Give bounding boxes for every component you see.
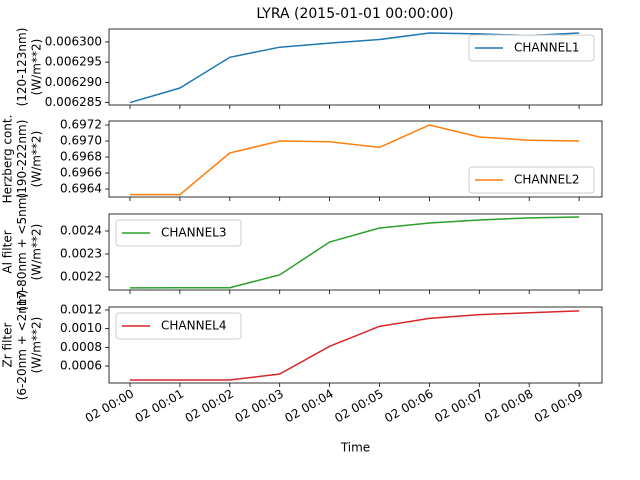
y-tick-label: 0.0006 xyxy=(60,359,102,373)
y-tick-label: 0.006300 xyxy=(45,34,102,48)
y-tick-label: 0.6970 xyxy=(60,134,102,148)
x-axis-label: Time xyxy=(340,441,370,455)
y-axis-label: (W/m**2) xyxy=(30,317,44,374)
x-tick-label: 02 00:06 xyxy=(382,387,435,426)
x-tick-label: 02 00:09 xyxy=(532,387,585,426)
x-tick-label: 02 00:04 xyxy=(282,387,335,426)
legend-label: CHANNEL1 xyxy=(514,41,579,55)
x-tick-label: 02 00:08 xyxy=(482,387,535,426)
y-axis-label: (120-123nm) xyxy=(15,28,29,107)
y-tick-label: 0.6968 xyxy=(60,150,102,164)
x-tick-label: 02 00:05 xyxy=(332,387,385,426)
y-tick-label: 0.6966 xyxy=(60,166,102,180)
y-axis-label: Herzberg cont. xyxy=(1,115,15,204)
y-tick-label: 0.6972 xyxy=(60,118,102,132)
x-tick-label: 02 00:00 xyxy=(83,387,136,426)
data-line xyxy=(130,124,580,196)
data-line xyxy=(129,216,580,289)
y-tick-label: 0.006290 xyxy=(45,75,102,89)
data-line xyxy=(130,310,580,381)
axes-frame xyxy=(108,306,603,384)
legend-label: CHANNEL4 xyxy=(161,319,226,333)
y-tick-label: 0.0010 xyxy=(60,321,102,335)
y-axis-label: (W/m**2) xyxy=(30,224,44,281)
y-tick-label: 0.6964 xyxy=(60,182,102,196)
legend-box xyxy=(468,166,595,194)
y-tick-label: 0.0024 xyxy=(60,223,102,237)
legend-box xyxy=(468,34,595,62)
y-axis-label: Al filter xyxy=(1,230,15,273)
y-axis-label: (W/m**2) xyxy=(30,39,44,96)
axes-frame xyxy=(108,213,603,291)
x-tick-label: 02 00:01 xyxy=(133,387,186,426)
y-axis-label: (6-20nm + <2nm) xyxy=(15,290,29,401)
y-axis-label: (17-80nm + <5nm) xyxy=(15,193,29,311)
y-axis-label: Zr filter xyxy=(1,322,15,367)
legend-label: CHANNEL2 xyxy=(514,173,579,187)
y-axis-label: (190-222nm) xyxy=(15,120,29,199)
axes-frame xyxy=(108,28,603,106)
y-axis-label: (W/m**2) xyxy=(30,131,44,188)
legend-label: CHANNEL3 xyxy=(161,226,226,240)
y-tick-label: 0.0023 xyxy=(60,246,102,260)
y-tick-label: 0.0022 xyxy=(60,269,102,283)
x-tick-label: 02 00:03 xyxy=(232,387,285,426)
y-tick-label: 0.006285 xyxy=(45,95,102,109)
legend-box xyxy=(115,219,242,247)
y-tick-label: 0.0008 xyxy=(60,340,102,354)
x-tick-label: 02 00:02 xyxy=(183,387,236,426)
y-tick-label: 0.006295 xyxy=(45,55,102,69)
axes-frame xyxy=(108,120,603,198)
chart-title: LYRA (2015-01-01 00:00:00) xyxy=(256,6,453,22)
x-tick-label: 02 00:07 xyxy=(432,387,485,426)
y-tick-label: 0.0012 xyxy=(60,302,102,316)
legend-box xyxy=(115,312,242,340)
